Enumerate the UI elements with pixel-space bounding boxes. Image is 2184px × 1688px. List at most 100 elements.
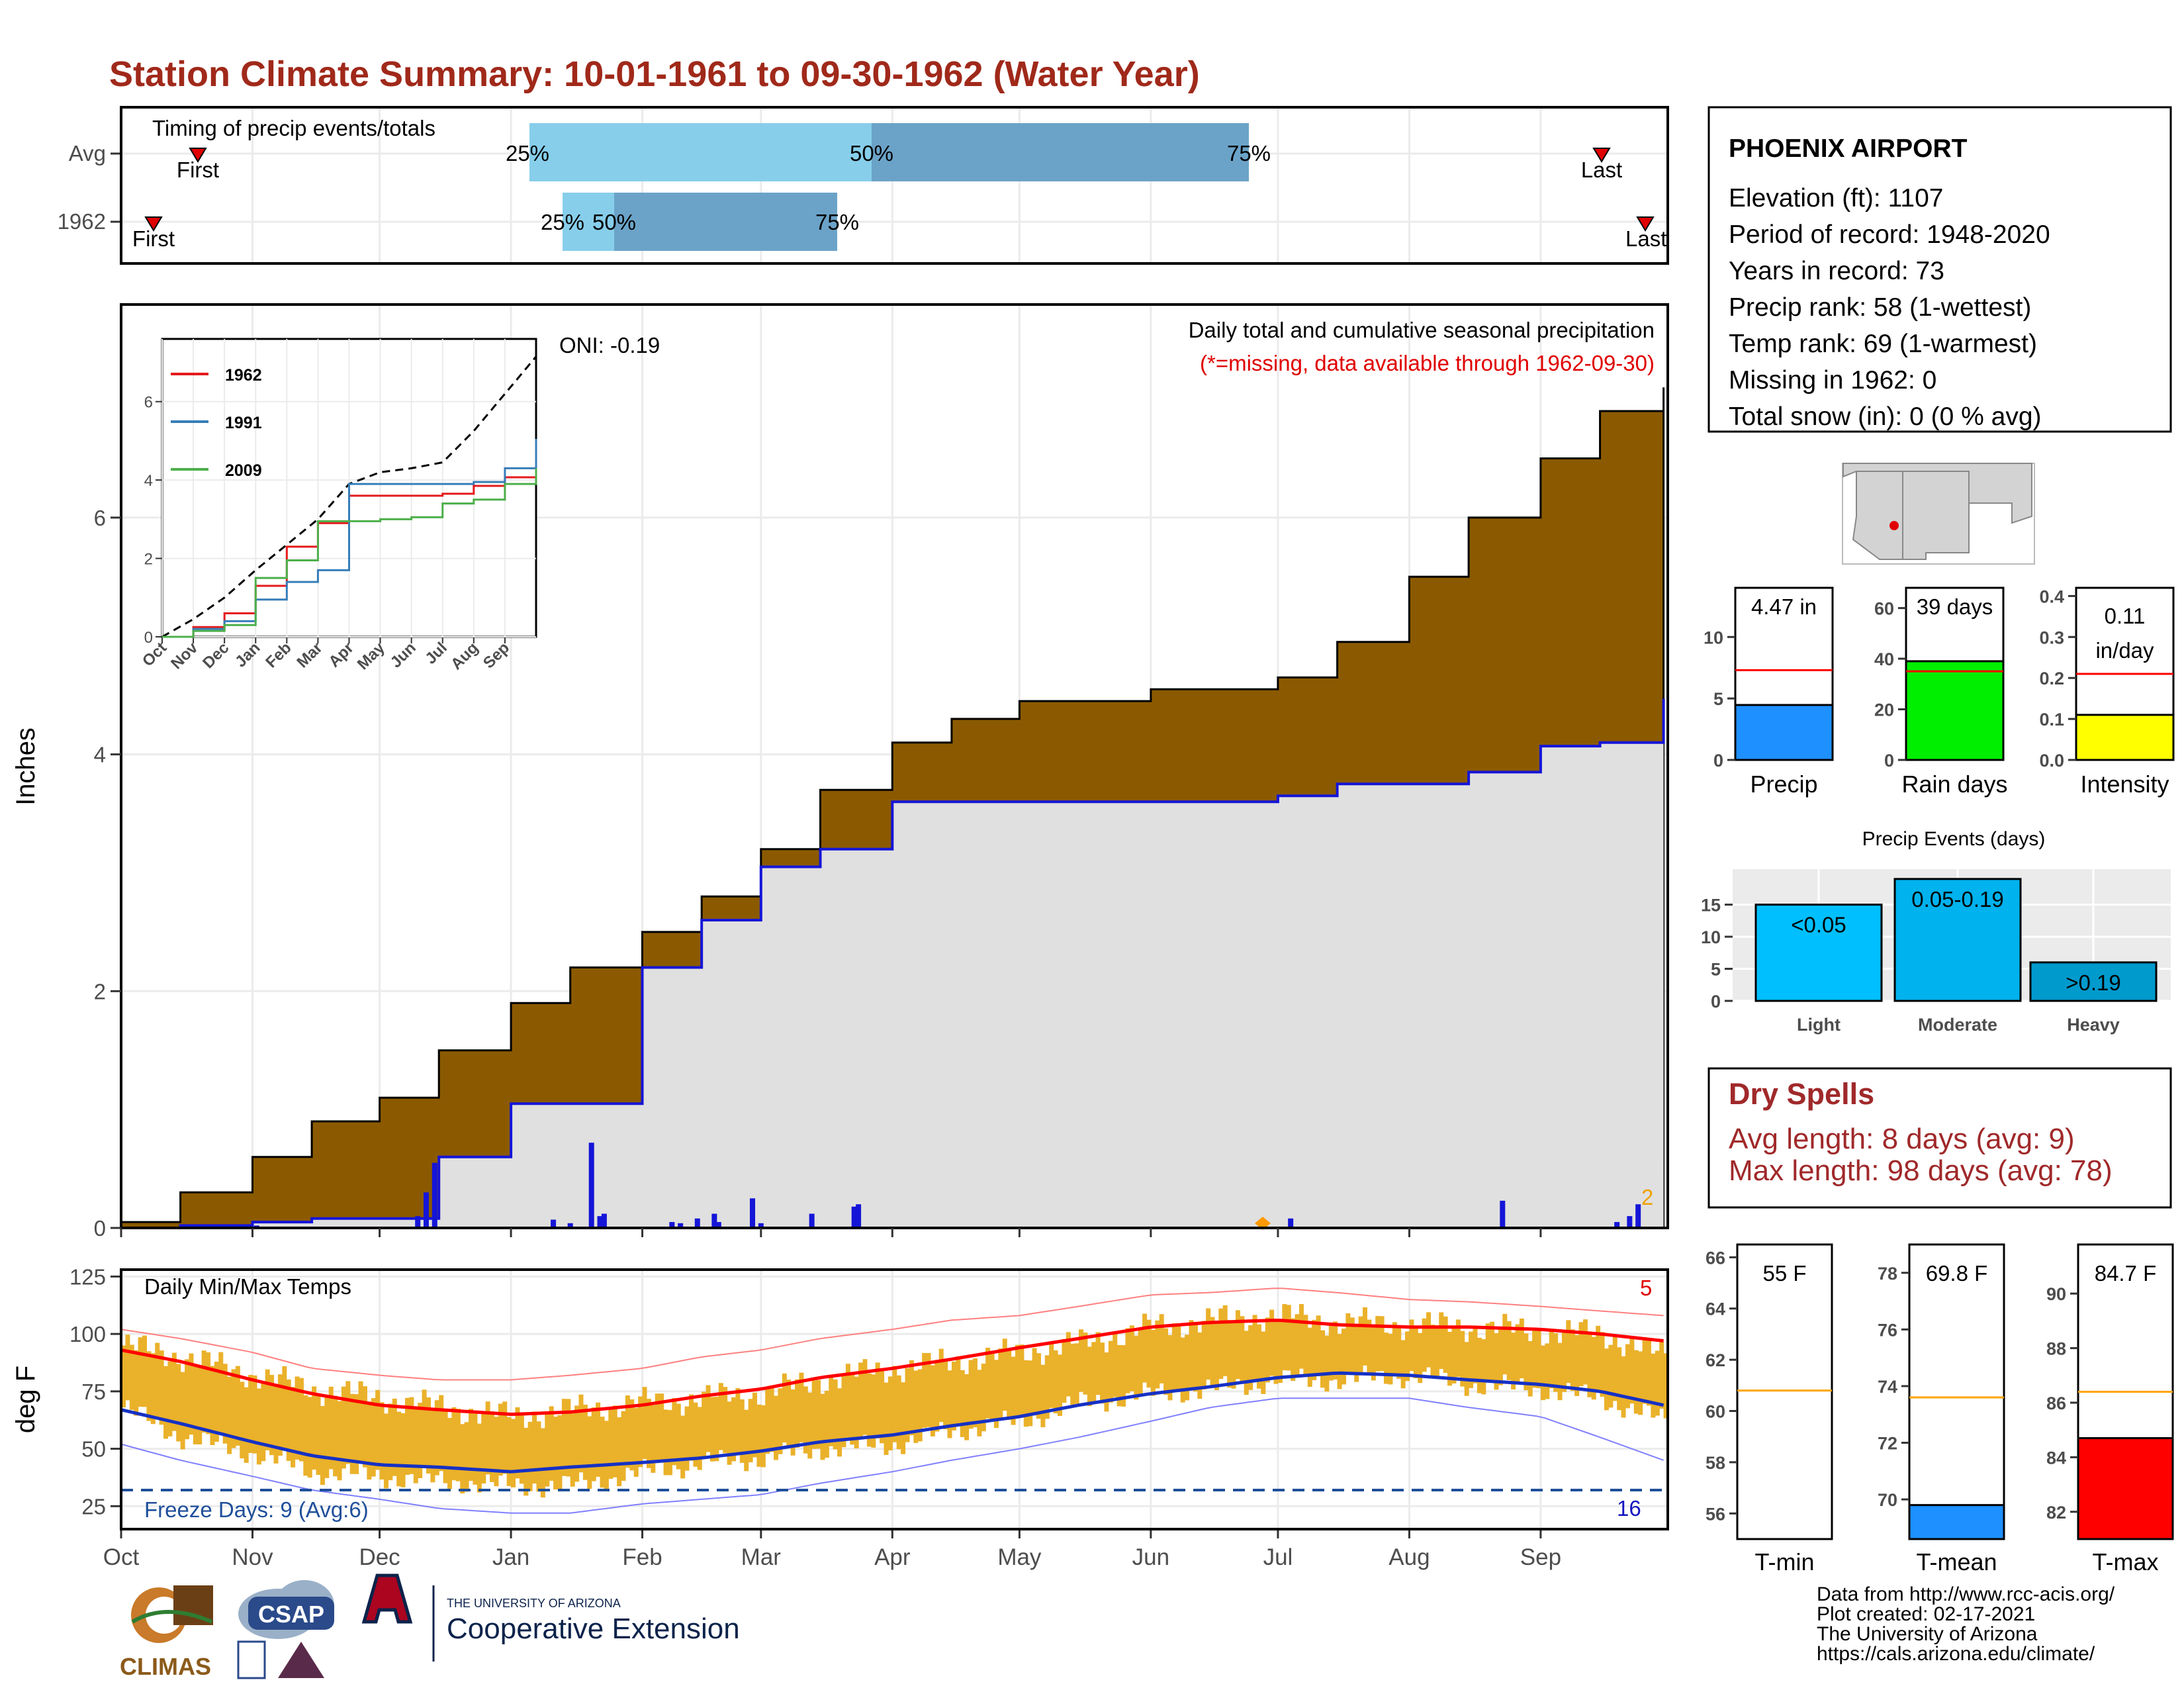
daily-temp-range-bar: [515, 1407, 520, 1479]
daily-temp-range-bar: [1307, 1327, 1312, 1387]
temp-summary-frame: [1736, 1243, 1833, 1540]
daily-temp-range-bar: [625, 1395, 630, 1468]
daily-temp-range-bar: [642, 1387, 647, 1460]
daily-temp-range-bar: [426, 1397, 431, 1474]
daily-temp-range-bar: [1023, 1360, 1028, 1427]
daily-temp-range-bar: [167, 1361, 173, 1436]
daily-temp-range-bar: [150, 1353, 156, 1425]
daily-temp-range-bar: [1298, 1303, 1304, 1369]
daily-temp-range-bar: [1481, 1339, 1486, 1395]
daily-temp-range-bar: [1032, 1348, 1037, 1416]
daily-temp-range-bar: [760, 1405, 766, 1468]
daily-temp-range-bar: [887, 1376, 893, 1450]
daily-temp-range-bar: [1642, 1336, 1647, 1404]
temp-x-tick-label: Sep: [1520, 1544, 1561, 1570]
daily-temp-range-bar: [303, 1395, 308, 1476]
precip-panel-frame: [120, 303, 1669, 1229]
temp-summary-tick-label: 64: [1706, 1299, 1725, 1319]
daily-temp-range-bar: [121, 1345, 126, 1408]
daily-temp-range-bar: [756, 1404, 762, 1467]
daily-temp-range-bar: [1561, 1332, 1567, 1392]
daily-temp-range-bar: [1443, 1316, 1448, 1373]
daily-temp-range-bar: [854, 1376, 859, 1449]
timing-year-first-label: First: [132, 226, 175, 251]
daily-temp-range-bar: [523, 1427, 529, 1496]
daily-temp-range-bar: [960, 1370, 965, 1437]
daily-temp-range-bar: [328, 1386, 334, 1470]
daily-temp-range-bar: [985, 1347, 991, 1419]
daily-temp-range-bar: [1231, 1321, 1236, 1389]
daily-temp-range-bar: [1494, 1333, 1499, 1390]
daily-precip-bar: [601, 1213, 607, 1228]
daily-temp-range-bar: [1104, 1352, 1109, 1412]
record-low-line: [120, 1397, 1664, 1514]
daily-temp-range-bar: [748, 1399, 753, 1463]
daily-temp-range-bar: [943, 1358, 948, 1430]
daily-temp-range-bar: [451, 1407, 457, 1481]
daily-precip-bar: [551, 1219, 557, 1228]
dry-spells-avg: Avg length: 8 days (avg: 9): [1729, 1123, 2075, 1155]
daily-temp-range-bar: [786, 1380, 792, 1448]
temp-summary-value-label: 84.7 F: [2095, 1261, 2157, 1286]
summary-bar-tick-label: 20: [1874, 700, 1894, 720]
daily-temp-range-bar: [993, 1360, 999, 1429]
station-line: Period of record: 1948-2020: [1729, 220, 2050, 249]
daily-temp-range-bar: [1663, 1353, 1668, 1419]
average-max-temp-line: [120, 1318, 1664, 1417]
temp-summary-name: T-max: [2092, 1548, 2158, 1575]
daily-temp-range-bar: [1053, 1350, 1058, 1414]
daily-temp-range-bar: [388, 1403, 393, 1481]
daily-temp-range-bar: [566, 1399, 571, 1477]
daily-temp-range-bar: [880, 1368, 885, 1444]
daily-precip-bar: [694, 1218, 700, 1228]
daily-temp-range-bar: [968, 1360, 974, 1429]
daily-temp-range-bar: [180, 1372, 185, 1450]
university-of-arizona-logo: THE UNIVERSITY OF ARIZONA Cooperative Ex…: [361, 1573, 740, 1662]
daily-temp-range-bar: [1176, 1323, 1181, 1391]
daily-precip-bar: [851, 1206, 857, 1228]
daily-temp-range-bar: [277, 1374, 283, 1456]
daily-temp-range-bar: [1469, 1331, 1474, 1388]
daily-temp-range-bar: [1545, 1343, 1550, 1399]
footer-line: Plot created: 02-17-2021: [1817, 1603, 2035, 1625]
daily-temp-range-bar: [1282, 1303, 1287, 1370]
daily-temp-range-bar: [718, 1383, 723, 1450]
daily-temp-range-bar: [684, 1406, 690, 1471]
daily-temp-range-bar: [498, 1403, 503, 1476]
daily-temp-range-bar: [248, 1374, 253, 1453]
ua-small-text: THE UNIVERSITY OF ARIZONA: [447, 1597, 621, 1610]
daily-temp-range-bar: [1240, 1316, 1245, 1383]
daily-temp-range-bar: [430, 1409, 435, 1483]
daily-temp-range-bar: [820, 1393, 825, 1460]
daily-temp-range-bar: [367, 1401, 372, 1480]
daily-temp-range-bar: [850, 1372, 855, 1445]
temp-summary-tick-label: 78: [1878, 1264, 1897, 1284]
temp-summary-tick-label: 66: [1706, 1248, 1725, 1268]
inset-y-tick-label: 0: [144, 629, 153, 647]
temp-panel: Daily Min/Max Temps Freeze Days: 9 (Avg:…: [11, 1264, 1669, 1570]
daily-temp-range-bar: [460, 1424, 465, 1494]
daily-temp-range-bar: [1596, 1325, 1601, 1391]
precip-events-title: Precip Events (days): [1862, 828, 2046, 850]
precip-y-tick-label: 0: [94, 1216, 106, 1241]
daily-temp-range-bar: [383, 1413, 388, 1489]
daily-temp-range-bar: [1256, 1324, 1261, 1389]
daily-temp-range-bar: [333, 1395, 338, 1477]
daily-temp-range-bar: [989, 1351, 995, 1422]
precip-events-tick-label: 5: [1711, 960, 1721, 980]
daily-temp-range-bar: [1121, 1345, 1126, 1407]
precip-events-category-label: Moderate: [1918, 1015, 1997, 1035]
daily-temp-range-bar: [1129, 1325, 1134, 1391]
station-line: Temp rank: 69 (1-warmest): [1729, 330, 2037, 358]
daily-temp-range-bar: [1044, 1355, 1050, 1419]
daily-temp-range-bar: [206, 1352, 211, 1434]
daily-temp-range-bar: [443, 1410, 448, 1483]
daily-temp-range-bar: [252, 1375, 257, 1454]
daily-temp-range-bar: [1337, 1334, 1342, 1389]
daily-temp-range-bar: [1574, 1335, 1580, 1396]
temp-y-tick-label: 50: [81, 1437, 106, 1462]
daily-temp-range-bar: [557, 1415, 563, 1489]
daily-temp-range-bar: [358, 1381, 363, 1464]
daily-temp-range-bar: [739, 1399, 745, 1463]
daily-temp-range-bar: [1087, 1346, 1092, 1407]
